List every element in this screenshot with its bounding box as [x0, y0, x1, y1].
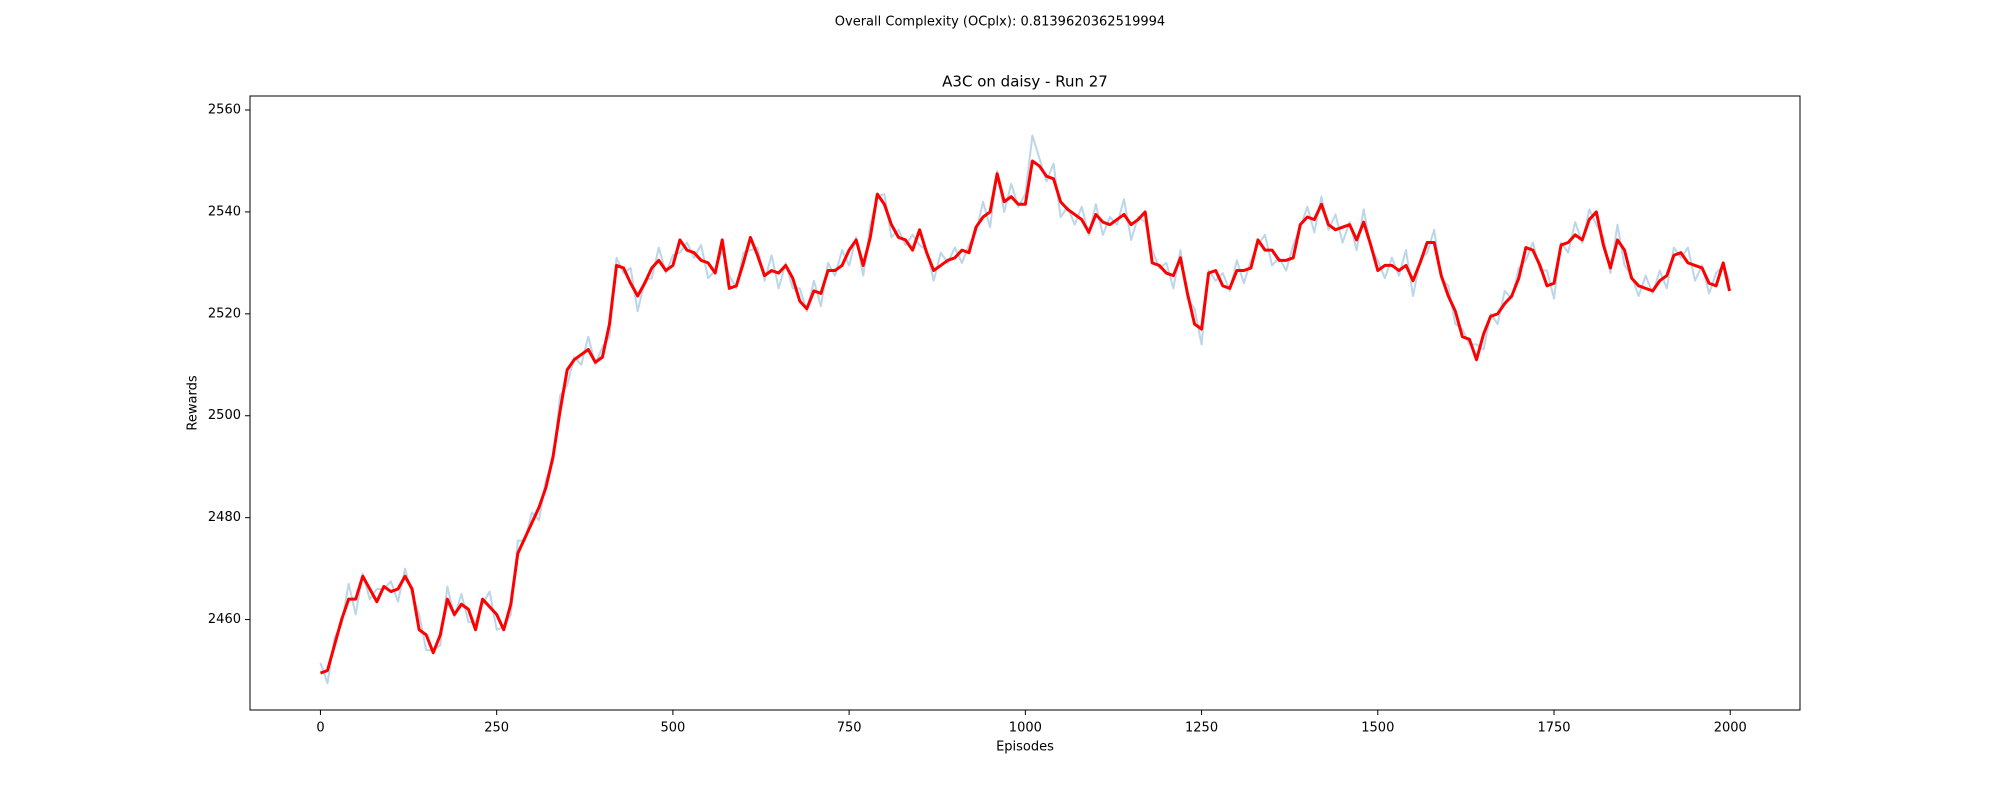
annotation: Overall Complexity (OCplx): 0.8139620362… [835, 15, 1165, 30]
x-tick-label: 0 [316, 721, 324, 736]
series-line [319, 159, 1732, 675]
x-tick-label: 2000 [1714, 721, 1747, 736]
x-tick-label: 1000 [1009, 721, 1042, 736]
x-tick-label: 1250 [1185, 721, 1218, 736]
y-axis-label: Rewards [186, 375, 201, 430]
x-tick-label: 750 [837, 721, 862, 736]
y-tick-label: 2460 [208, 612, 241, 627]
series-line [319, 134, 1731, 685]
x-tick-label: 500 [660, 721, 685, 736]
y-tick-label: 2480 [208, 510, 241, 525]
x-axis-label: Episodes [996, 740, 1054, 755]
chart-title: A3C on daisy - Run 27 [942, 73, 1108, 91]
y-tick-label: 2500 [208, 408, 241, 423]
y-tick-label: 2560 [208, 103, 241, 118]
y-tick-label: 2540 [208, 204, 241, 219]
x-tick-label: 1500 [1361, 721, 1394, 736]
y-tick-label: 2520 [208, 306, 241, 321]
x-tick-label: 250 [484, 721, 509, 736]
plot-frame [249, 95, 1801, 711]
x-tick-label: 1750 [1537, 721, 1570, 736]
